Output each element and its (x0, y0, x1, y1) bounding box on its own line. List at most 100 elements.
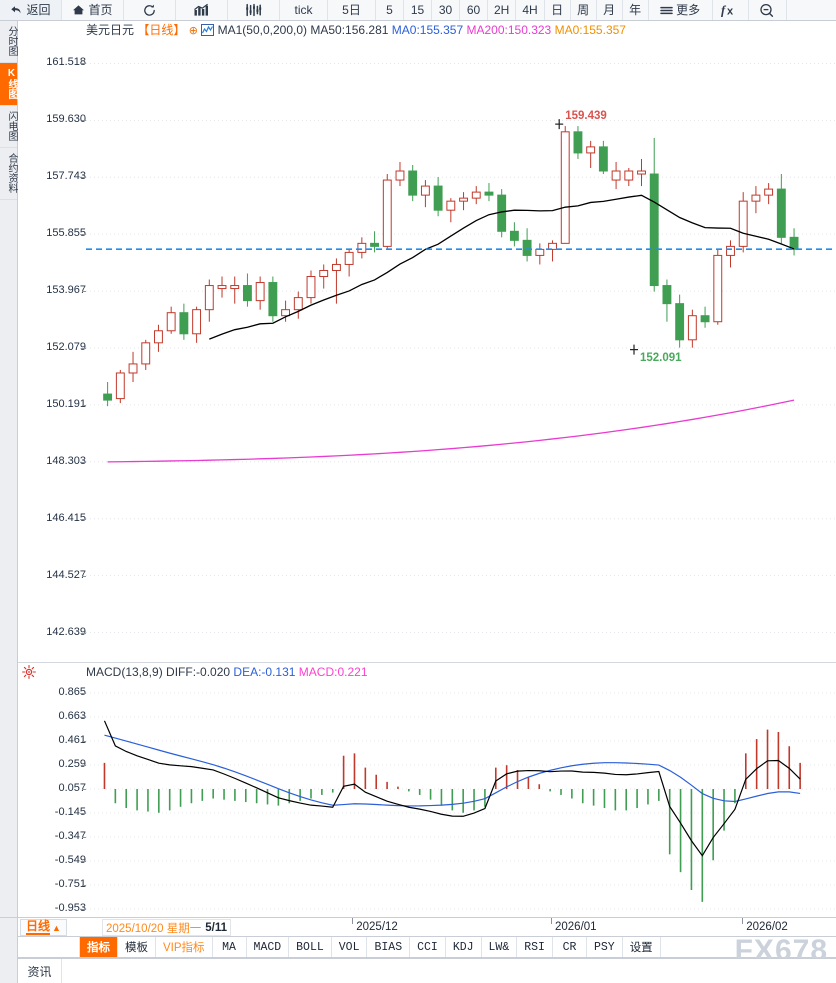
y-axis-tick-label: -0.953 (54, 902, 86, 914)
candle-body (471, 191, 481, 199)
crosshair-icon[interactable]: ⊕ (188, 25, 198, 37)
chart-type-button[interactable] (176, 0, 228, 20)
y-axis-tick-mark (82, 885, 86, 886)
y-axis-tick-label: 155.855 (46, 227, 86, 240)
home-button[interactable]: 首页 (62, 0, 124, 20)
candle-body (497, 194, 507, 232)
candle-body (776, 188, 786, 238)
zoom-out-button[interactable] (748, 0, 787, 20)
candle-body (586, 146, 596, 154)
period-year-button-label: 年 (629, 3, 642, 17)
y-axis-tick-label: 0.057 (58, 782, 86, 794)
sidebar-item-kline[interactable]: K线图 (0, 63, 17, 106)
symbol-name: 美元日元 (86, 23, 135, 37)
indicator-tab-bar: 指标 模板 VIP指标 MA MACD BOLL VOL BIAS CCI KDJ LW& RSI CR… (18, 937, 836, 958)
period-5min-button[interactable]: 5 (376, 0, 404, 20)
sun-icon[interactable] (22, 665, 36, 684)
candle-body (637, 170, 646, 175)
period-selector-chip[interactable]: 日线 ▲ (20, 919, 67, 936)
ind-tab-vol[interactable]: VOL (332, 937, 368, 957)
ind-tab-cci[interactable]: CCI (410, 937, 446, 957)
sidebar-item-contract[interactable]: 合约资料 (0, 148, 17, 200)
ind-tab-ma[interactable]: MA (213, 937, 247, 957)
x-axis-tick-label: 2025/12 (356, 921, 398, 933)
x-axis-tick-label: 2026/02 (746, 921, 788, 933)
ma-config-label: MA1(50,0,200,0) (217, 23, 308, 37)
macd-title: MACD(13,8,9) (86, 665, 163, 679)
more-button[interactable]: 更多 (648, 0, 713, 20)
tick-button[interactable]: tick (280, 0, 328, 20)
indicator-button[interactable] (228, 0, 280, 20)
y-axis-tick-label: -0.751 (54, 878, 86, 890)
y-axis-tick-label: 150.191 (46, 397, 86, 410)
ma0-blue-value: MA0:155.357 (391, 23, 464, 37)
ind-tab-psy[interactable]: PSY (587, 937, 623, 957)
period-30min-button[interactable]: 30 (432, 0, 460, 20)
sidebar-item-lightning[interactable]: 闪电图 (0, 106, 17, 148)
candle-body (319, 269, 329, 278)
y-axis-tick-mark (82, 461, 86, 463)
chart-area[interactable]: 美元日元 【日线】 ⊕ MA1(50,0,200,0) MA50:156.281… (18, 21, 836, 917)
y-axis-tick-label: 0.259 (58, 758, 86, 770)
candle-body (789, 236, 799, 250)
ind-tab-lwr[interactable]: LW& (482, 937, 518, 957)
period-5day-button-label: 5日 (342, 3, 361, 17)
period-4h-button[interactable]: 4H (516, 0, 545, 20)
period-15min-button[interactable]: 15 (404, 0, 432, 20)
ind-tab-macd[interactable]: MACD (247, 937, 290, 957)
candle-body (281, 309, 291, 317)
ind-tab-moban[interactable]: 模板 (118, 937, 156, 957)
sidebar-item-timeshare[interactable]: 分时图 (0, 21, 17, 63)
period-15min-button-label: 15 (410, 3, 425, 17)
period-5day-button[interactable]: 5日 (328, 0, 376, 20)
period-year-button[interactable]: 年 (622, 0, 649, 20)
ind-tab-kdj[interactable]: KDJ (446, 937, 482, 957)
price-plot[interactable] (86, 35, 836, 661)
symbol-period: 【日线】 (137, 23, 186, 37)
candle-body (675, 303, 685, 341)
candle-body (433, 185, 443, 211)
ind-tab-zhibiao[interactable]: 指标 (80, 937, 118, 957)
y-axis-tick-mark (82, 575, 86, 577)
ind-tab-settings[interactable]: 设置 (623, 937, 661, 957)
svg-text:x: x (727, 6, 734, 17)
back-button[interactable]: 返回 (0, 0, 62, 20)
back-arrow-icon (10, 4, 23, 16)
y-axis-tick-mark (82, 291, 86, 293)
candle-body (624, 170, 634, 181)
candle-body (598, 146, 608, 172)
period-day-button[interactable]: 日 (544, 0, 571, 20)
x-axis-tick-label: 2026/01 (555, 921, 597, 933)
macd-plot[interactable] (86, 681, 836, 921)
candle-body (738, 200, 748, 247)
zoom-out-icon (759, 3, 775, 18)
status-tab-news[interactable]: 资讯 (18, 959, 62, 983)
period-60min-button[interactable]: 60 (460, 0, 488, 20)
ind-tab-cr[interactable]: CR (553, 937, 587, 957)
home-button-label: 首页 (88, 3, 113, 17)
candle-body (370, 242, 380, 247)
period-week-button[interactable]: 周 (570, 0, 597, 20)
ind-tab-rsi[interactable]: RSI (517, 937, 553, 957)
top-toolbar: 返回 首页 tick 5日 5 15 30 60 2H 4H 日周月年 更多 f x (0, 0, 836, 21)
candle-body (204, 285, 214, 311)
candle-body (115, 372, 125, 400)
price-candlestick-svg (86, 62, 836, 634)
y-axis-tick-mark (82, 120, 86, 122)
period-5min-button-label: 5 (386, 3, 393, 17)
refresh-icon (142, 3, 157, 18)
ind-tab-boll[interactable]: BOLL (289, 937, 332, 957)
indicator-bar-leading-space (18, 937, 80, 957)
ind-tab-bias[interactable]: BIAS (367, 937, 411, 957)
candle-body (560, 131, 570, 244)
refresh-button[interactable] (124, 0, 176, 20)
ind-tab-vip[interactable]: VIP指标 (156, 937, 213, 957)
candle-body (446, 200, 456, 211)
period-2h-button[interactable]: 2H (488, 0, 517, 20)
y-axis-tick-label: 159.630 (46, 113, 86, 126)
period-month-button[interactable]: 月 (596, 0, 623, 20)
candle-body (179, 312, 189, 335)
candle-body (154, 330, 163, 344)
y-axis-tick-mark (82, 861, 86, 862)
